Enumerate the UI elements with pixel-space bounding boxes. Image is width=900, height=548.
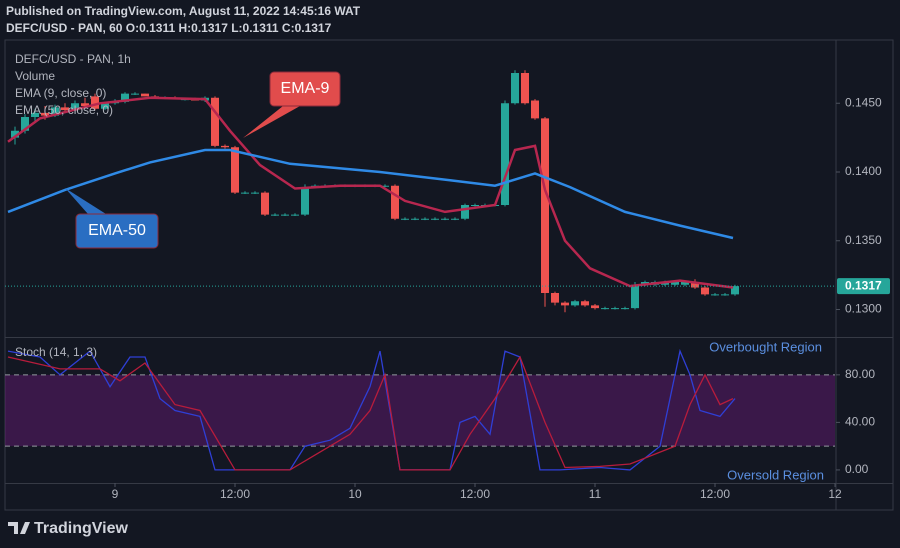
candle-body	[601, 308, 609, 310]
candle-body	[671, 282, 679, 285]
candle-body	[251, 192, 259, 194]
candle-body	[461, 205, 469, 219]
published-line: Published on TradingView.com, August 11,…	[6, 4, 361, 18]
volume-label: Volume	[15, 69, 55, 83]
candle-body	[281, 214, 289, 216]
candle-body	[401, 218, 409, 220]
x-tick-label: 12:00	[220, 487, 250, 501]
candle-body	[61, 107, 69, 111]
candle-body	[551, 293, 559, 303]
candle-body	[511, 73, 519, 104]
series-line	[7, 96, 734, 289]
candle-body	[591, 305, 599, 309]
candle-body	[431, 218, 439, 220]
candle-body	[81, 103, 89, 106]
candle-body	[261, 192, 269, 215]
candle-body	[581, 301, 589, 306]
candle-body	[701, 287, 709, 295]
candle-body	[131, 93, 139, 95]
candle-body	[731, 286, 739, 295]
candle-body	[221, 145, 229, 148]
series-line	[7, 355, 734, 471]
y-tick-label: 0.1300	[845, 302, 882, 316]
region-label: Overbought Region	[709, 339, 822, 354]
y-tick-label: 0.1400	[845, 164, 882, 178]
y-tick-label: 0.1450	[845, 95, 882, 109]
candle-body	[681, 282, 689, 285]
candle-body	[521, 73, 529, 104]
candle-body	[91, 96, 99, 109]
callout-pointer	[243, 106, 300, 138]
candle-body	[71, 103, 79, 111]
callout-text: EMA-50	[88, 222, 146, 239]
candle-body	[231, 147, 239, 193]
candle-body	[441, 218, 449, 220]
band	[5, 374, 835, 447]
candle-body	[631, 284, 639, 309]
callout-box	[269, 71, 341, 107]
candle-body	[621, 308, 629, 310]
candle-body	[381, 185, 389, 187]
candle-body	[211, 97, 219, 146]
symbol-line: DEFC/USD - PAN, 60 O:0.1311 H:0.1317 L:0…	[6, 21, 332, 35]
chart-title: DEFC/USD - PAN, 1h	[15, 52, 131, 66]
candle-body	[291, 214, 299, 216]
candle-body	[501, 103, 509, 205]
series-line	[7, 148, 734, 240]
y-tick-label: 0.00	[845, 462, 869, 476]
candle-body	[541, 118, 549, 293]
candle-body	[121, 93, 129, 102]
candle-body	[531, 100, 539, 119]
frame	[4, 39, 894, 511]
candle-body	[421, 218, 429, 220]
candle-body	[611, 308, 619, 310]
candle-body	[471, 205, 479, 206]
candle-body	[141, 93, 149, 97]
x-tick-label: 12	[828, 487, 842, 501]
x-tick-label: 9	[112, 487, 119, 501]
candle-body	[241, 192, 249, 194]
callout-text: EMA-9	[281, 80, 330, 97]
legend-entry: EMA (50, close, 0)	[15, 103, 113, 117]
last-price-label: 0.1317	[845, 278, 882, 292]
candle-body	[451, 218, 459, 220]
legend-entry: EMA (9, close, 0)	[15, 86, 106, 100]
y-tick-label: 0.1350	[845, 233, 882, 247]
candle-body	[101, 103, 109, 109]
pane-title: Stoch (14, 1, 3)	[15, 345, 97, 359]
x-tick-label: 11	[589, 487, 602, 501]
candle-body	[571, 301, 579, 306]
candle-body	[391, 185, 399, 219]
last-price-box	[837, 278, 890, 295]
candle-body	[721, 294, 729, 296]
series-line	[7, 348, 736, 471]
y-tick-label: 80.00	[845, 367, 875, 381]
x-tick-label: 12:00	[700, 487, 730, 501]
candle-body	[691, 282, 699, 288]
candle-body	[41, 112, 49, 116]
callout-box	[75, 213, 159, 249]
y-tick-label: 40.00	[845, 415, 875, 429]
candle-body	[51, 107, 59, 116]
region-label: Oversold Region	[727, 467, 824, 482]
brand-logo	[8, 522, 30, 534]
candle-body	[561, 302, 569, 306]
candle-body	[301, 187, 309, 215]
candle-body	[411, 218, 419, 220]
candle-body	[11, 130, 19, 138]
candle-body	[711, 294, 719, 296]
callout-pointer	[65, 188, 106, 214]
candle-body	[31, 112, 39, 117]
candle-body	[21, 117, 29, 131]
brand: TradingView	[34, 520, 129, 537]
candle-body	[271, 214, 279, 216]
x-tick-label: 12:00	[460, 487, 490, 501]
x-tick-label: 10	[348, 487, 362, 501]
